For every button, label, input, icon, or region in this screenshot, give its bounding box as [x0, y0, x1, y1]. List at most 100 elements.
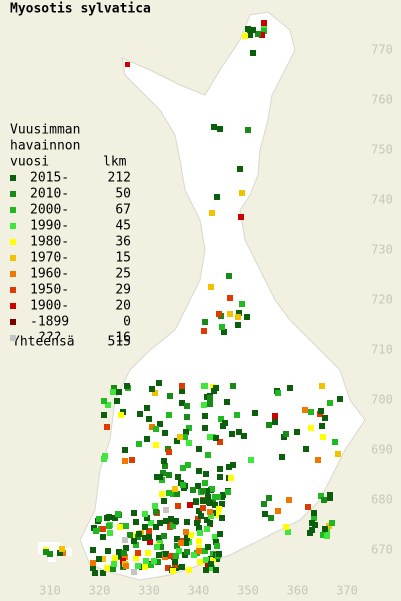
legend-swatch [10, 255, 16, 261]
y-coordinate-label: 720 [371, 293, 393, 307]
legend: Vuusimman havainnon vuosi lkm Yhteensä 5… [10, 123, 131, 350]
observation-square [244, 314, 250, 320]
observation-square [219, 494, 225, 500]
observation-square [268, 515, 274, 521]
observation-square [239, 190, 245, 196]
observation-square [202, 383, 208, 389]
observation-square [213, 567, 219, 573]
observation-square [184, 549, 190, 555]
observation-square [142, 535, 148, 541]
observation-square [174, 491, 180, 497]
observation-square [272, 419, 278, 425]
observation-square [311, 510, 317, 516]
observation-square [279, 454, 285, 460]
observation-square [105, 548, 111, 554]
legend-count-header: lkm [103, 155, 127, 170]
observation-square [201, 402, 207, 408]
observation-square [135, 563, 141, 569]
observation-square [174, 438, 180, 444]
legend-swatch [10, 335, 16, 341]
legend-count: 67 [115, 203, 131, 218]
observation-square [275, 508, 281, 514]
observation-square [188, 532, 194, 538]
observation-square [308, 409, 314, 415]
observation-square [261, 28, 267, 34]
observation-square [166, 449, 172, 455]
observation-square [239, 301, 245, 307]
observation-square [294, 429, 300, 435]
observation-square [101, 412, 107, 418]
observation-square [302, 407, 308, 413]
observation-square [182, 434, 188, 440]
total-count: 515 [108, 335, 131, 350]
observation-square [131, 569, 137, 575]
observation-square [92, 570, 98, 576]
observation-square [172, 486, 178, 492]
observation-square [332, 439, 338, 445]
observation-square [175, 474, 181, 480]
observation-square [156, 552, 162, 558]
observation-square [207, 500, 213, 506]
observation-square [219, 501, 225, 507]
observation-square [161, 458, 167, 464]
observation-square [212, 534, 218, 540]
observation-square [172, 559, 178, 565]
observation-square [115, 511, 121, 517]
observation-square [202, 413, 208, 419]
observation-square [245, 127, 251, 133]
observation-square [179, 564, 185, 570]
legend-label: ??? [38, 331, 61, 346]
observation-square [216, 311, 222, 317]
observation-square [235, 322, 241, 328]
observation-square [179, 388, 185, 394]
observation-square [118, 412, 124, 418]
observation-square [214, 194, 220, 200]
y-coordinate-label: 740 [371, 193, 393, 207]
observation-square [90, 565, 96, 571]
observation-square [213, 435, 219, 441]
observation-square [135, 550, 141, 556]
observation-square [315, 457, 321, 463]
observation-square [329, 520, 335, 526]
legend-label: 2000- [30, 203, 69, 218]
observation-square [242, 33, 248, 39]
observation-square [215, 512, 221, 518]
observation-square [285, 529, 291, 535]
observation-square [122, 537, 128, 543]
observation-square [309, 520, 315, 526]
observation-square [106, 523, 112, 529]
observation-square [283, 431, 289, 437]
observation-square [209, 486, 215, 492]
observation-square [335, 451, 341, 457]
observation-square [124, 383, 130, 389]
observation-square [101, 398, 107, 404]
observation-square [152, 503, 158, 509]
observation-square [96, 556, 102, 562]
legend-label: 1990- [30, 219, 69, 234]
legend-label: 2015- [30, 171, 69, 186]
observation-square [196, 468, 202, 474]
legend-swatch [10, 319, 16, 325]
legend-label: 1980- [30, 235, 69, 250]
observation-square [111, 561, 117, 567]
observation-square [136, 441, 142, 447]
observation-square [184, 403, 190, 409]
legend-swatch [10, 287, 16, 293]
y-coordinate-label: 670 [371, 543, 393, 557]
observation-square [205, 544, 211, 550]
observation-square [324, 533, 330, 539]
observation-square [327, 495, 333, 501]
observation-square [200, 498, 206, 504]
observation-square [161, 498, 167, 504]
observation-square [204, 526, 210, 532]
observation-square [320, 532, 326, 538]
x-coordinate-label: 370 [336, 584, 358, 598]
observation-square [183, 540, 189, 546]
observation-square [214, 543, 220, 549]
observation-square [262, 511, 268, 517]
observation-square [212, 494, 218, 500]
observation-square [238, 214, 244, 220]
observation-square [217, 466, 223, 472]
observation-square [122, 447, 128, 453]
observation-square [190, 487, 196, 493]
